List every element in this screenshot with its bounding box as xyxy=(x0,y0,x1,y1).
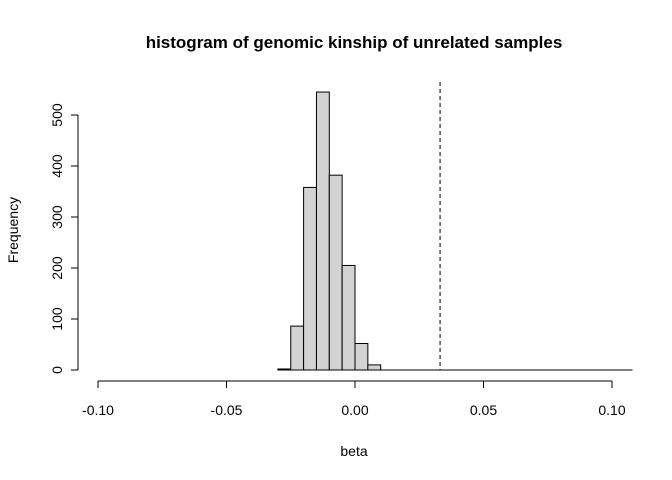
y-tick-label: 100 xyxy=(49,307,65,331)
y-tick-label: 400 xyxy=(49,154,65,178)
x-tick-label: -0.10 xyxy=(82,402,114,418)
x-tick-label: -0.05 xyxy=(211,402,243,418)
y-tick-label: 200 xyxy=(49,256,65,280)
y-tick-label: 0 xyxy=(49,366,65,374)
histogram-bar xyxy=(303,186,317,371)
histogram-bar xyxy=(290,325,305,371)
x-tick-label: 0.10 xyxy=(598,402,625,418)
x-axis: -0.10 -0.05 0.00 0.05 0.10 xyxy=(82,380,626,418)
x-axis-label: beta xyxy=(340,443,367,459)
x-tick-label: 0.00 xyxy=(341,402,368,418)
y-axis-label: Frequency xyxy=(5,197,21,263)
histogram-bar xyxy=(341,264,356,371)
histogram-bar xyxy=(354,342,369,371)
x-tick-label: 0.05 xyxy=(470,402,497,418)
y-tick-label: 300 xyxy=(49,205,65,229)
chart-title: histogram of genomic kinship of unrelate… xyxy=(146,33,563,52)
reference-lines xyxy=(277,82,633,371)
y-tick-label: 500 xyxy=(49,103,65,127)
y-axis: 0 100 200 300 400 500 xyxy=(49,103,79,374)
histogram-bar xyxy=(315,91,330,371)
histogram-bars xyxy=(277,91,382,371)
histogram-bar xyxy=(328,174,343,371)
histogram-bar xyxy=(367,364,382,371)
